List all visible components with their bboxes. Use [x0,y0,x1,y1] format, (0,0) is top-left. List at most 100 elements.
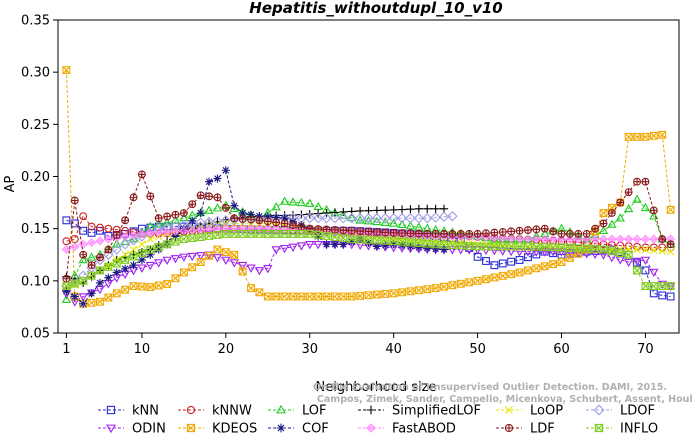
data-point [154,228,164,238]
data-point [70,279,80,288]
data-point [448,238,457,247]
data-point [482,257,490,265]
data-point [598,251,609,260]
data-point [608,245,616,254]
data-point [79,299,88,308]
x-tick-label: 30 [301,342,318,357]
data-point [77,270,89,281]
data-point [565,229,574,238]
data-point [119,239,131,250]
data-point [62,66,71,75]
data-point [456,229,465,238]
data-point [565,234,575,244]
data-point [212,254,223,263]
data-point [548,234,558,244]
data-point [279,244,290,254]
data-point [640,202,651,212]
data-point [633,245,641,254]
data-point [414,243,423,252]
data-point [78,293,88,302]
data-point [364,227,373,236]
data-point [196,208,205,218]
data-point [591,224,600,233]
data-point [104,224,113,233]
data-point [464,246,474,255]
data-point [247,284,255,293]
data-point [339,207,348,217]
data-point [354,213,366,224]
data-point [381,241,390,250]
data-point [145,245,156,254]
data-point [87,222,96,231]
x-tick-label: 70 [637,342,654,357]
data-point [414,204,423,213]
data-point [641,243,650,252]
data-point [490,228,499,237]
data-point [346,235,357,244]
data-point [658,291,667,300]
data-point [162,256,172,265]
data-point [179,209,188,217]
data-point [549,227,558,236]
data-point [380,236,391,245]
data-point [104,245,113,254]
data-point [221,248,230,257]
data-point [398,235,406,244]
data-point [103,234,113,244]
data-point [615,234,625,244]
data-point [204,177,214,186]
data-point [263,229,273,238]
data-point [356,291,365,300]
data-point [397,219,407,229]
data-point [473,276,482,285]
data-point [145,228,155,238]
data-point [112,230,121,239]
data-point [129,193,138,202]
data-point [641,132,650,141]
data-point [289,292,297,301]
data-point [565,248,575,258]
data-point [573,244,584,253]
data-point [489,242,500,251]
data-point [523,253,532,262]
data-point [598,245,609,254]
y-tick-label: 0.15 [21,222,50,237]
data-point [79,250,88,259]
data-point [297,222,306,231]
data-point [665,282,676,291]
x-axis-label: Neighborhood size [316,380,437,395]
data-point [507,257,516,266]
data-point [254,229,265,238]
data-point [230,201,239,210]
data-point [658,247,667,255]
data-point [439,204,449,213]
data-point [237,261,248,271]
data-point [607,209,616,217]
data-point [187,252,197,262]
data-point [196,258,205,267]
data-point [632,234,642,244]
data-point [104,273,113,282]
data-point [129,245,138,254]
data-point [649,282,659,291]
x-tick-label: 40 [385,342,402,357]
data-point [170,215,181,224]
data-point [607,234,617,244]
data-point [280,219,289,228]
legend-item-odin: ODIN [98,422,166,434]
data-point [330,225,339,234]
data-point [154,214,163,223]
y-axis-label: AP [3,175,18,192]
data-point [464,242,474,250]
data-point [313,201,323,211]
data-point [506,242,516,251]
series-line [66,169,445,305]
data-point [641,266,650,275]
data-point [414,222,424,231]
data-point [120,231,130,241]
data-point [204,232,214,240]
data-point [104,293,113,302]
data-point [388,218,399,227]
data-point [322,240,331,249]
legend-label: ODIN [132,422,166,434]
